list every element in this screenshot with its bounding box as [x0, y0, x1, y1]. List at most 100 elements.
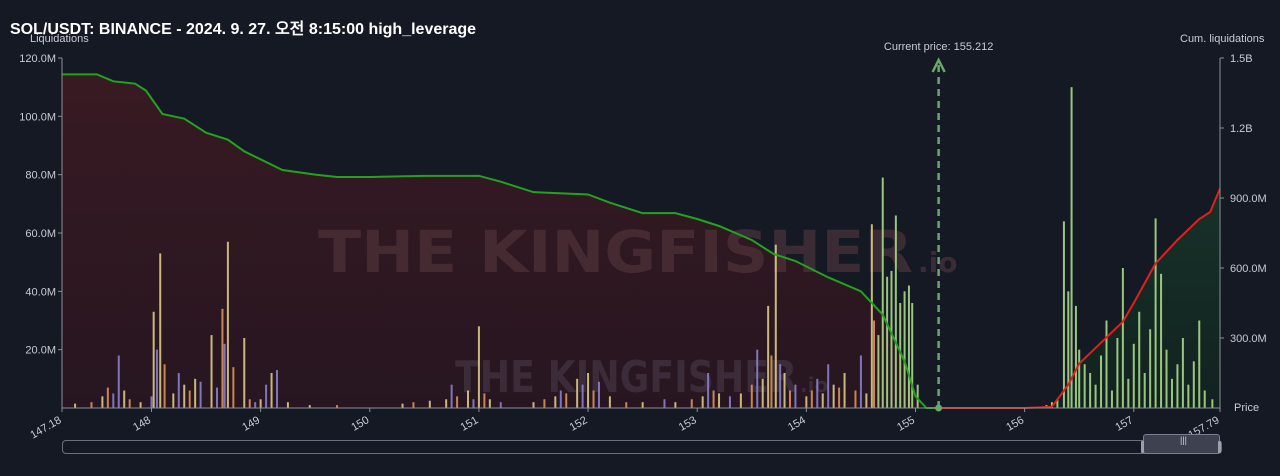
y2-tick-label: 1.2B [1230, 123, 1253, 135]
current-price-arrow-icon [931, 57, 946, 73]
range-scrollbar-track[interactable] [62, 440, 1222, 454]
liquidation-bar [1083, 364, 1086, 408]
liquidation-bar [1070, 87, 1073, 409]
x-tick-label: 156 [1004, 414, 1026, 434]
liquidation-bar [1094, 384, 1097, 408]
liquidation-bar [177, 373, 180, 408]
liquidation-bar [832, 384, 835, 408]
liquidation-bar [625, 402, 628, 408]
liquidation-bar [718, 393, 721, 408]
liquidation-bar [756, 349, 759, 408]
liquidation-bar [1074, 305, 1077, 408]
y2-tick-label: 600.0M [1230, 263, 1267, 275]
liquidation-bar [128, 399, 131, 408]
current-price-dot [935, 404, 943, 412]
liquidation-bar [816, 378, 819, 408]
liquidation-bar [155, 349, 158, 408]
liquidation-bar [1149, 329, 1152, 408]
liquidation-bar [1181, 338, 1184, 408]
liquidation-bar [232, 367, 235, 408]
liquidation-bar [472, 399, 475, 408]
liquidation-bar [870, 224, 873, 408]
liquidation-bar [210, 335, 213, 408]
liquidation-bar [477, 326, 480, 408]
liquidation-bar [805, 396, 808, 408]
liquidation-bar [1192, 361, 1195, 408]
x-tick-label: 157 [1113, 414, 1135, 434]
liquidation-bar [554, 396, 557, 408]
liquidation-bar [188, 390, 191, 408]
liquidation-bar [259, 399, 262, 408]
y2-tick-label: 900.0M [1230, 193, 1267, 205]
y2-axis-title: Cum. liquidations [1180, 33, 1265, 45]
liquidation-bar [843, 373, 846, 408]
liquidation-bar [916, 384, 919, 408]
liquidation-bar [559, 390, 562, 408]
liquidation-bar [877, 335, 880, 408]
liquidation-bar [674, 402, 677, 408]
scrollbar-grip-icon: ||| [1180, 435, 1188, 445]
liquidation-bar [254, 402, 257, 408]
x-tick-label: 154 [786, 414, 808, 434]
liquidation-bar [838, 387, 841, 408]
liquidation-bar [1110, 390, 1113, 408]
range-handle-left[interactable] [1141, 441, 1144, 453]
liquidation-bar [663, 399, 666, 408]
liquidation-bar [276, 370, 279, 408]
liquidation-bar [1187, 384, 1190, 408]
x-tick-label: 150 [349, 414, 371, 434]
y-tick-label: 60.0M [25, 228, 56, 240]
liquidation-bar [159, 253, 162, 408]
liquidation-bar [1089, 373, 1092, 408]
liquidation-bar [1100, 355, 1103, 408]
liquidation-bar [172, 393, 175, 408]
liquidation-bar [1198, 320, 1201, 408]
liquidation-bar [827, 364, 830, 408]
cum-short-area [62, 74, 939, 408]
liquidation-bar [163, 364, 166, 408]
x-tick-label: 148 [131, 414, 153, 434]
liquidation-bar [907, 285, 910, 408]
x-tick-label: 151 [459, 414, 481, 434]
y2-tick-label: 300.0M [1230, 333, 1267, 345]
watermark-brand-small: THE KINGFISHER [455, 352, 797, 403]
cum-short-line [62, 73, 939, 409]
liquidation-bar [215, 387, 218, 408]
liquidation-bar [1050, 402, 1053, 408]
liquidation-bar [308, 405, 311, 408]
liquidation-bar [1121, 268, 1124, 408]
liquidation-bar [894, 215, 897, 408]
liquidation-bar [243, 338, 246, 408]
liquidation-bar [739, 393, 742, 408]
liquidation-bar [1143, 373, 1146, 408]
liquidation-bar [248, 399, 251, 408]
liquidation-bar [445, 399, 448, 408]
watermark-suffix-small: .io [800, 373, 828, 397]
liquidation-bar [810, 390, 813, 408]
range-handle-right[interactable] [1218, 441, 1221, 453]
liquidation-bar [1067, 291, 1070, 408]
liquidation-bar [881, 177, 884, 408]
liquidation-bar [767, 305, 770, 408]
cum-long-line [938, 188, 1221, 409]
liquidation-bar [1078, 349, 1081, 408]
y-tick-label: 120.0M [19, 53, 56, 65]
chart-title: SOL/USDT: BINANCE - 2024. 9. 27. 오전 8:15… [10, 21, 477, 38]
liquidation-bar [1176, 364, 1179, 408]
range-scrollbar-thumb[interactable]: ||| [1143, 434, 1220, 454]
y-tick-label: 80.0M [25, 170, 56, 182]
liquidation-bar [1138, 311, 1141, 408]
liquidation-bar [123, 390, 126, 408]
liquidation-bar [770, 355, 773, 408]
current-price-label: Current price: 155.212 [884, 41, 993, 53]
y2-tick-label: 1.5B [1230, 53, 1253, 65]
liquidation-bar [701, 396, 704, 408]
liquidation-bar [117, 355, 120, 408]
liquidation-bar [1132, 343, 1135, 408]
liquidation-bar [286, 402, 289, 408]
liquidation-bar [788, 390, 791, 408]
liquidation-bar [221, 308, 224, 408]
x-tick-label: 147.18 [28, 414, 63, 441]
cum-lines [62, 73, 1221, 409]
